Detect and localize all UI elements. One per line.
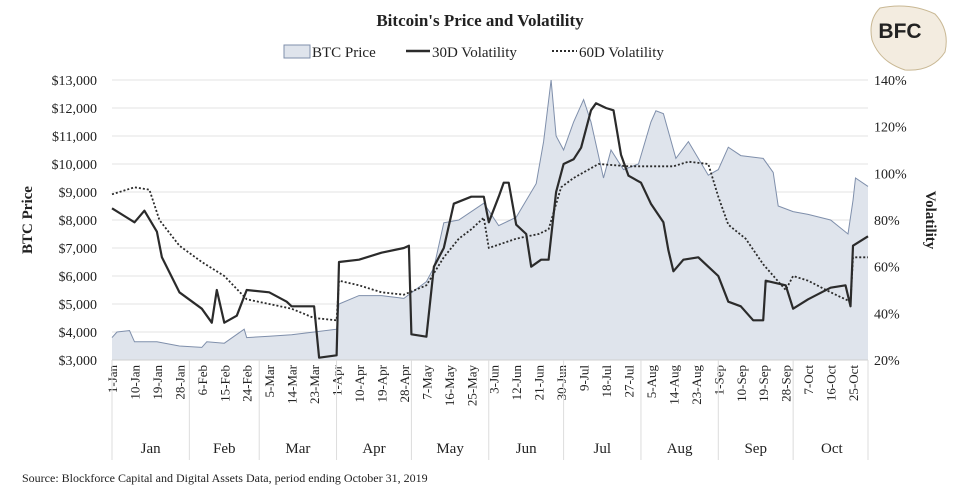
y2-tick-label: 80% [874, 214, 900, 229]
x-tick-label: 23-Aug [689, 365, 704, 405]
x-tick-label: 24-Feb [240, 365, 255, 402]
x-tick-label: 10-Sep [734, 365, 749, 402]
y2-tick-label: 40% [874, 307, 900, 322]
x-tick-label: 14-Aug [666, 365, 681, 405]
x-tick-label: 30-Jun [554, 365, 569, 401]
x-tick-label: 9-Jul [577, 365, 592, 391]
y2-tick-label: 100% [874, 167, 907, 182]
bfc-logo: BFC [870, 5, 947, 71]
month-label: Mar [285, 441, 310, 457]
x-tick-label: 21-Jun [532, 365, 547, 401]
y-tick-label: $10,000 [52, 158, 98, 173]
legend-swatch-btc-price [283, 44, 311, 59]
x-tick-label: 5-Aug [644, 365, 659, 399]
month-label: Jul [594, 441, 612, 457]
logo-text: BFC [878, 20, 921, 43]
x-tick-label: 16-Oct [824, 365, 839, 401]
y-tick-label: $11,000 [52, 130, 97, 145]
y-tick-label: $9,000 [59, 186, 98, 201]
x-tick-label: 19-Jan [150, 365, 165, 400]
month-label: Sep [744, 441, 767, 457]
x-tick-label: 16-May [442, 365, 457, 407]
month-label: Aug [667, 441, 693, 457]
x-tick-label: 19-Sep [756, 365, 771, 402]
legend-label: 60D Volatility [579, 45, 664, 61]
y-tick-label: $13,000 [52, 74, 98, 89]
x-tick-label: 18-Jul [599, 365, 614, 398]
month-label: Apr [362, 441, 385, 457]
y-tick-label: $12,000 [52, 102, 98, 117]
x-tick-label: 28-Sep [779, 365, 794, 402]
y-axis-title: BTC Price [20, 186, 36, 254]
y-tick-label: $6,000 [59, 270, 98, 285]
x-tick-label: 28-Jan [172, 365, 187, 400]
month-label: Feb [213, 441, 236, 457]
month-label: May [436, 441, 464, 457]
month-label: Jan [141, 441, 161, 457]
x-tick-label: 15-Feb [217, 365, 232, 402]
legend-label: BTC Price [312, 45, 376, 61]
y2-tick-label: 120% [874, 121, 907, 136]
x-tick-label: 7-Oct [801, 365, 816, 395]
x-tick-label: 10-Jan [127, 365, 142, 400]
x-tick-label: 28-Apr [397, 364, 412, 402]
y-tick-label: $3,000 [59, 354, 98, 369]
y2-tick-label: 140% [874, 74, 907, 89]
legend: BTC Price 30D Volatility 60D Volatility [283, 44, 664, 61]
x-tick-label: 10-Apr [352, 364, 367, 402]
x-tick-label: 25-Oct [846, 365, 861, 401]
x-tick-label: 12-Jun [509, 365, 524, 401]
y-tick-label: $8,000 [59, 214, 98, 229]
y-tick-label: $7,000 [59, 242, 98, 257]
x-tick-label: 25-May [464, 365, 479, 407]
x-tick-label: 23-Mar [307, 364, 322, 404]
x-tick-label: 14-Mar [285, 364, 300, 404]
x-tick-label: 27-Jul [621, 365, 636, 398]
month-label: Jun [516, 441, 537, 457]
y2-axis-title: Volatility [922, 191, 938, 250]
x-tick-label: 19-Apr [374, 364, 389, 402]
y-tick-label: $5,000 [59, 298, 98, 313]
x-tick-label: 3-Jun [487, 365, 502, 394]
btc-price-line [111, 79, 869, 348]
volatility-30d-line [111, 102, 869, 359]
x-tick-label: 5-Mar [262, 364, 277, 397]
y2-tick-label: 20% [874, 354, 900, 369]
x-tick-label: 7-May [419, 365, 434, 400]
y-tick-label: $4,000 [59, 326, 98, 341]
volatility-60d-line [111, 160, 868, 322]
x-tick-label: 6-Feb [195, 365, 210, 395]
legend-label: 30D Volatility [432, 45, 517, 61]
month-label: Oct [821, 441, 843, 457]
chart-title: Bitcoin's Price and Volatility [376, 11, 584, 30]
y2-tick-label: 60% [874, 261, 900, 276]
source-note: Source: Blockforce Capital and Digital A… [22, 471, 428, 485]
